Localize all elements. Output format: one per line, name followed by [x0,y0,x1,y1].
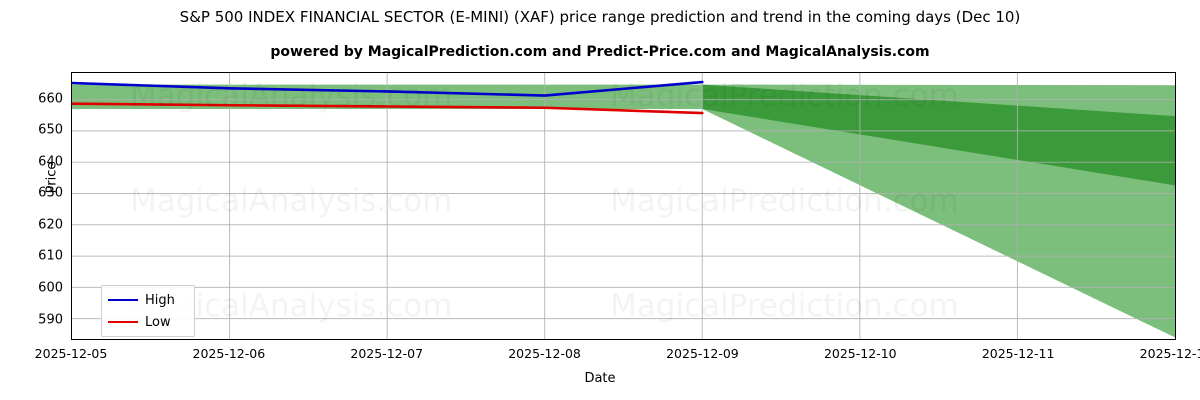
x-tick-label: 2025-12-09 [666,346,739,361]
chart-subtitle: powered by MagicalPrediction.com and Pre… [270,44,930,60]
y-tick-label: 620 [38,217,63,233]
plot-area [71,72,1176,340]
y-tick-label: 640 [38,154,63,170]
x-axis-label: Date [584,371,616,386]
y-tick-label: 650 [38,122,63,138]
y-axis-tick-labels: 590 600 610 620 630 640 650 660 [0,0,63,400]
x-tick-label: 2025-12-07 [350,346,424,361]
legend-swatch-high [108,299,138,301]
y-tick-label: 600 [38,280,63,296]
legend-item-high: High [108,293,188,308]
chart-title: S&P 500 INDEX FINANCIAL SECTOR (E-MINI) … [179,8,1021,26]
forecast-inner-cone [702,84,1175,186]
x-tick-label: 2025-12-11 [981,346,1055,361]
y-tick-label: 630 [38,185,63,201]
y-tick-label: 590 [38,312,63,327]
series-line-high [72,80,704,97]
legend-label-low: Low [145,314,171,330]
x-tick-label: 2025-12-05 [34,346,108,361]
plot-canvas [72,73,1175,339]
legend-label-high: High [145,292,175,308]
legend-item-low: Low [108,315,188,330]
x-tick-label: 2025-12-06 [192,346,266,361]
chart-legend: High Low [101,285,195,337]
x-tick-label: 2025-12-08 [508,346,581,361]
legend-swatch-low [108,321,138,323]
y-tick-label: 660 [38,91,63,107]
x-tick-label: 2025-12-10 [823,346,897,361]
series-line-low [72,102,704,115]
y-tick-label: 610 [38,248,63,264]
x-tick-label: 2025-12-12 [1139,346,1200,361]
